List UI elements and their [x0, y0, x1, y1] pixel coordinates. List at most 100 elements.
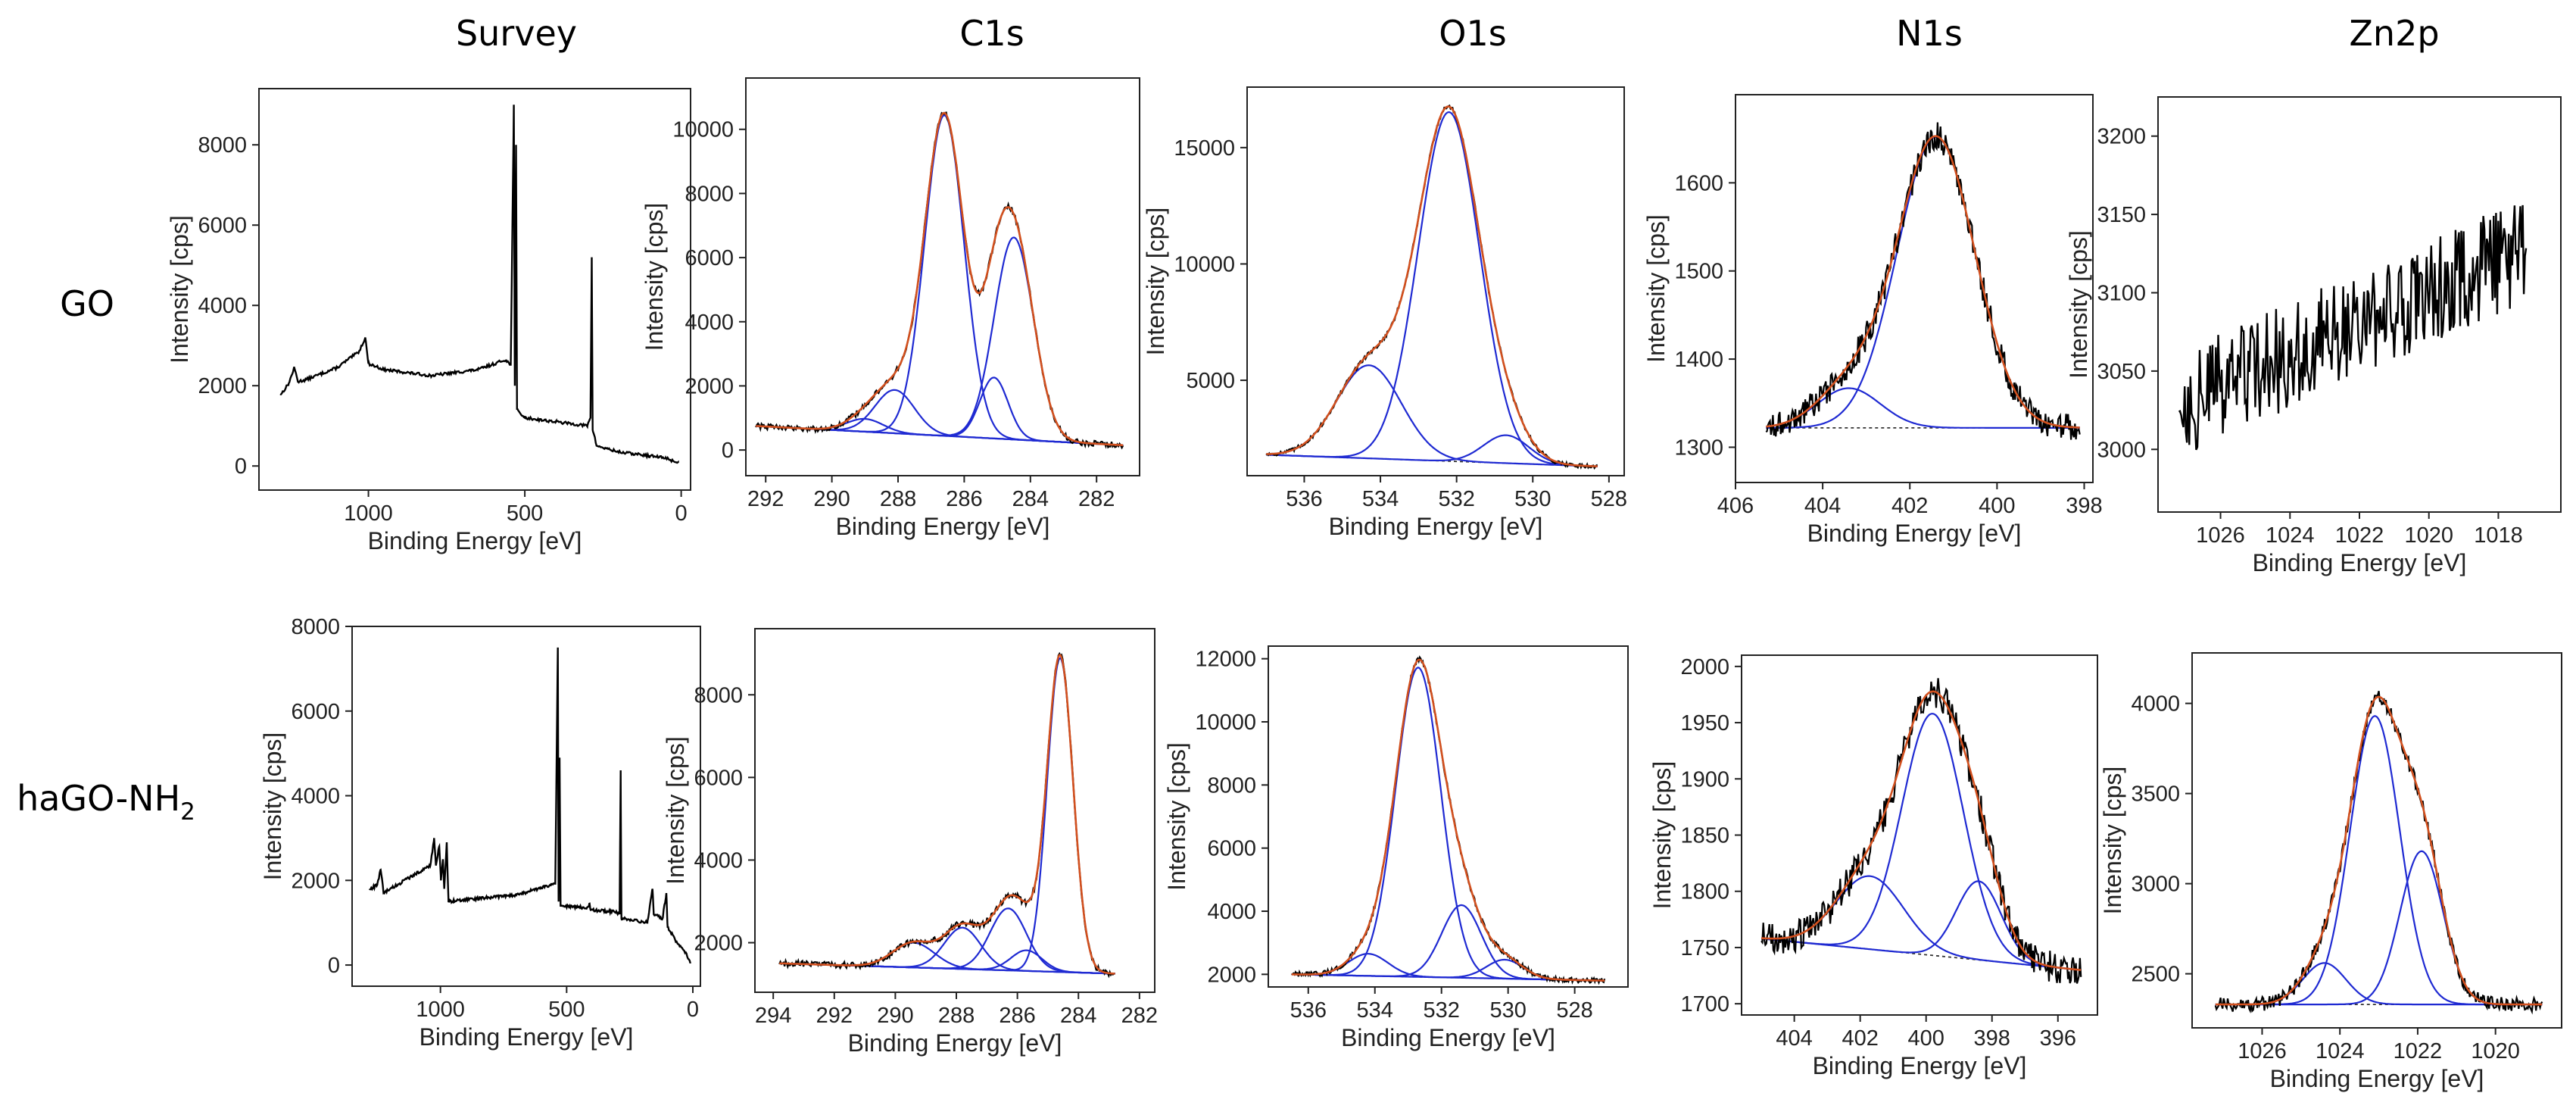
- y-axis-label-hago-nh2-c1s: Intensity [cps]: [662, 736, 689, 885]
- fit-envelope-go-c1s: [756, 111, 1124, 447]
- x-axis-label-hago-nh2-survey: Binding Energy [eV]: [419, 1023, 634, 1051]
- plot-area-hago-nh2-c1s: [778, 651, 1115, 979]
- plot-frame-hago-nh2-o1s: [1268, 645, 1629, 988]
- chart-go-n1s: 406 404 402 400 398 1300 1400 1500 1600 Binding E…: [1642, 94, 2103, 547]
- x-tick-label-go-c1s-282: 282: [1078, 487, 1115, 511]
- y-axis-label-hago-nh2-survey: Intensity [cps]: [259, 732, 286, 881]
- x-tick-label-go-c1s-288: 288: [880, 487, 916, 511]
- component-peak-go-c1s-3: [756, 114, 1124, 446]
- y-tick-label-go-zn2p-3100: 3100: [2097, 281, 2146, 305]
- component-peak-hago-nh2-o1s-2: [1291, 667, 1605, 982]
- y-tick-label-hago-nh2-o1s-12000: 12000: [1195, 648, 1256, 672]
- fit-envelope-hago-nh2-c1s: [779, 654, 1115, 975]
- plot-frame-hago-nh2-c1s: [754, 628, 1155, 993]
- row-label-hago-nh2-subscript: 2: [180, 798, 195, 826]
- y-axis-label-hago-nh2-zn2p: Intensity [cps]: [2099, 767, 2126, 915]
- x-axis-label-go-survey: Binding Energy [eV]: [368, 527, 582, 554]
- raw-spectrum-hago-nh2-o1s: [1291, 655, 1606, 985]
- x-tick-label-go-n1s-400: 400: [1979, 494, 2015, 518]
- y-tick-label-go-n1s-1500: 1500: [1674, 260, 1723, 284]
- x-axis-label-hago-nh2-c1s: Binding Energy [eV]: [848, 1029, 1062, 1057]
- plot-area-go-survey: [279, 105, 679, 464]
- x-axis-label-hago-nh2-n1s: Binding Energy [eV]: [1813, 1052, 2027, 1079]
- plot-frame-go-o1s: [1246, 86, 1625, 476]
- y-tick-label-hago-nh2-c1s-6000: 6000: [694, 766, 743, 790]
- raw-spectrum-go-n1s: [1765, 122, 2081, 440]
- component-peak-hago-nh2-c1s-5: [779, 657, 1115, 975]
- plot-area-hago-nh2-n1s: [1760, 678, 2082, 984]
- x-tick-label-hago-nh2-o1s-530: 530: [1489, 998, 1526, 1023]
- y-tick-label-hago-nh2-zn2p-3500: 3500: [2131, 782, 2180, 807]
- plot-frame-go-survey: [258, 88, 691, 491]
- plot-frame-hago-nh2-zn2p: [2191, 652, 2562, 1029]
- x-axis-label-hago-nh2-zn2p: Binding Energy [eV]: [2270, 1065, 2484, 1092]
- row-label-hago-nh2: haGO-NH2: [17, 778, 195, 826]
- chart-go-o1s: 536 534 532 530 528 5000 10000 15000 Binding Ene…: [1142, 86, 1627, 540]
- x-tick-label-go-n1s-402: 402: [1891, 494, 1928, 518]
- x-tick-label-hago-nh2-o1s-528: 528: [1556, 998, 1592, 1023]
- x-axis-label-go-o1s: Binding Energy [eV]: [1329, 513, 1543, 540]
- fit-envelope-go-o1s: [1266, 105, 1598, 467]
- chart-hago-nh2-o1s: 536 534 532 530 528 2000 4000 6000 8000 10000 1200…: [1163, 645, 1629, 1051]
- y-tick-label-hago-nh2-o1s-8000: 8000: [1207, 773, 1256, 798]
- x-tick-label-hago-nh2-o1s-534: 534: [1357, 998, 1393, 1023]
- y-tick-label-hago-nh2-n1s-1850: 1850: [1680, 824, 1729, 848]
- column-title-c1s: C1s: [959, 13, 1024, 54]
- raw-spectrum-hago-nh2-n1s: [1760, 678, 2082, 984]
- y-tick-label-go-survey-2000: 2000: [198, 374, 247, 398]
- y-tick-label-go-zn2p-3050: 3050: [2097, 360, 2146, 384]
- survey-spectrum-hago-nh2-survey: [369, 647, 691, 964]
- x-tick-label-hago-nh2-c1s-282: 282: [1121, 1004, 1158, 1028]
- y-tick-label-hago-nh2-c1s-8000: 8000: [694, 683, 743, 707]
- x-tick-label-go-n1s-404: 404: [1804, 494, 1841, 518]
- raw-spectrum-go-zn2p: [2178, 205, 2528, 451]
- x-tick-label-go-c1s-286: 286: [946, 487, 982, 511]
- y-tick-label-go-n1s-1300: 1300: [1674, 436, 1723, 460]
- column-title-o1s: O1s: [1439, 13, 1506, 54]
- x-axis-label-go-c1s: Binding Energy [eV]: [836, 513, 1050, 540]
- raw-spectrum-go-c1s: [755, 111, 1124, 450]
- y-tick-label-hago-nh2-o1s-6000: 6000: [1207, 837, 1256, 861]
- chart-go-c1s: 292 290 288 286 284 282 0 2000 4000 6000 8000 10000…: [641, 77, 1140, 540]
- x-tick-label-go-zn2p-1026: 1026: [2196, 523, 2245, 548]
- y-tick-label-hago-nh2-survey-4000: 4000: [291, 785, 340, 809]
- x-tick-label-hago-nh2-zn2p-1026: 1026: [2238, 1039, 2287, 1063]
- x-tick-label-go-o1s-528: 528: [1591, 487, 1627, 511]
- y-tick-label-go-n1s-1600: 1600: [1674, 171, 1723, 195]
- chart-hago-nh2-n1s: 404 402 400 398 396 1700 1750 1800 1850 1900 1950 2…: [1648, 654, 2098, 1079]
- component-peak-hago-nh2-zn2p-2: [2215, 715, 2543, 1006]
- y-tick-label-go-survey-8000: 8000: [198, 133, 247, 158]
- x-tick-label-go-n1s-406: 406: [1717, 494, 1754, 518]
- x-tick-label-hago-nh2-n1s-402: 402: [1842, 1026, 1878, 1051]
- component-peak-go-o1s-2: [1266, 111, 1598, 467]
- y-tick-label-go-o1s-10000: 10000: [1174, 252, 1235, 276]
- x-tick-label-go-o1s-536: 536: [1286, 487, 1322, 511]
- y-axis-label-go-c1s: Intensity [cps]: [641, 203, 668, 351]
- x-tick-label-go-c1s-284: 284: [1012, 487, 1049, 511]
- y-tick-label-go-c1s-0: 0: [722, 439, 734, 463]
- y-tick-label-hago-nh2-survey-6000: 6000: [291, 700, 340, 724]
- chart-hago-nh2-c1s: 294 292 290 288 286 284 282 2000 4000 6000 8000 Bin…: [662, 628, 1158, 1057]
- y-tick-label-go-o1s-15000: 15000: [1174, 136, 1235, 161]
- x-tick-label-go-c1s-290: 290: [813, 487, 850, 511]
- column-title-n1s: N1s: [1896, 13, 1963, 54]
- plot-area-hago-nh2-survey: [369, 647, 691, 964]
- y-tick-label-go-c1s-2000: 2000: [685, 374, 734, 398]
- y-tick-label-hago-nh2-zn2p-4000: 4000: [2131, 692, 2180, 717]
- y-tick-label-hago-nh2-n1s-1900: 1900: [1680, 767, 1729, 792]
- y-axis-label-go-survey: Intensity [cps]: [166, 215, 193, 364]
- y-tick-label-hago-nh2-n1s-2000: 2000: [1680, 655, 1729, 679]
- y-axis-label-go-n1s: Intensity [cps]: [1642, 214, 1670, 363]
- y-tick-label-hago-nh2-c1s-2000: 2000: [694, 932, 743, 956]
- y-tick-label-hago-nh2-survey-8000: 8000: [291, 615, 340, 639]
- row-label-hago-nh2-main: haGO-NH: [17, 778, 180, 819]
- y-tick-label-hago-nh2-n1s-1750: 1750: [1680, 936, 1729, 960]
- y-tick-label-hago-nh2-o1s-2000: 2000: [1207, 963, 1256, 987]
- plot-area-go-zn2p: [2178, 205, 2528, 451]
- x-tick-label-hago-nh2-o1s-536: 536: [1290, 998, 1327, 1023]
- y-axis-label-hago-nh2-n1s: Intensity [cps]: [1648, 761, 1676, 910]
- plot-area-go-c1s: [755, 111, 1124, 450]
- chart-go-zn2p: 1026 1024 1022 1020 1018 3000 3050 3100 3150 3200…: [2065, 96, 2562, 576]
- component-peak-go-n1s-2: [1766, 136, 2080, 429]
